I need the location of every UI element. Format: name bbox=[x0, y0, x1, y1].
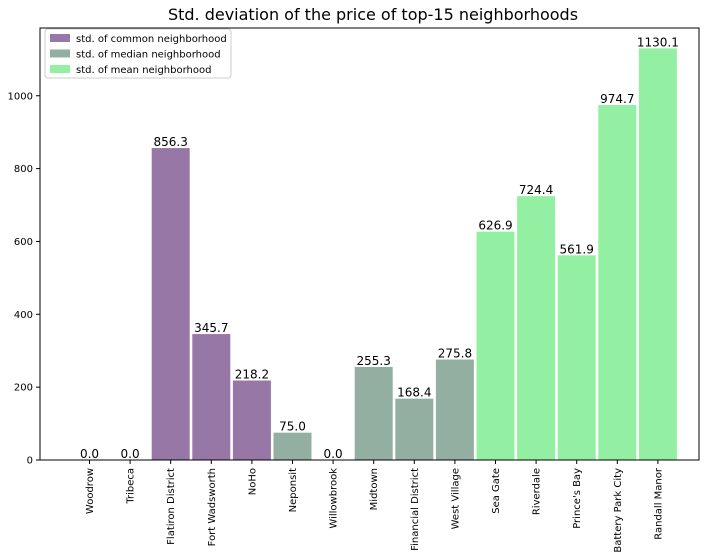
x-tick-label: Neponsit bbox=[288, 468, 299, 512]
bar-prince-s-bay bbox=[557, 255, 596, 460]
x-tick-label: Riverdale bbox=[532, 468, 543, 515]
data-label: 0.0 bbox=[121, 447, 140, 461]
legend-swatch bbox=[50, 34, 70, 42]
axes-frame bbox=[39, 27, 700, 461]
x-tick-label: NoHo bbox=[247, 468, 258, 495]
x-tick-label: Flatiron District bbox=[166, 468, 177, 545]
bar-riverdale bbox=[517, 196, 556, 460]
chart-title: Std. deviation of the price of top-15 ne… bbox=[168, 5, 578, 24]
y-tick-label: 400 bbox=[14, 310, 33, 321]
y-tick-label: 200 bbox=[14, 383, 33, 394]
data-label: 856.3 bbox=[154, 135, 188, 149]
x-tick-label: Prince's Bay bbox=[572, 468, 583, 529]
y-tick-label: 0 bbox=[27, 456, 33, 467]
data-label: 626.9 bbox=[478, 219, 512, 233]
legend: std. of common neighborhood std. of media… bbox=[44, 28, 232, 79]
bar-neponsit bbox=[273, 432, 312, 460]
plot-area: 0.0 0.0 856.3 345.7 218.2 75.0 0.0 255.3 168.4 27… bbox=[8, 27, 700, 553]
data-label: 218.2 bbox=[235, 368, 269, 382]
x-tick-label: Tribeca bbox=[126, 468, 137, 505]
x-tick-label: Fort Wadsworth bbox=[207, 468, 218, 546]
x-tick-label: Woodrow bbox=[85, 468, 96, 514]
bar-midtown bbox=[354, 367, 393, 460]
legend-label: std. of common neighborhood bbox=[76, 34, 227, 45]
data-label: 974.7 bbox=[600, 92, 634, 106]
x-tick-label: Battery Park City bbox=[613, 468, 624, 553]
legend-box bbox=[44, 28, 232, 79]
data-label: 255.3 bbox=[357, 354, 391, 368]
data-label: 275.8 bbox=[438, 347, 472, 361]
x-tick-label: Sea Gate bbox=[491, 468, 502, 514]
bar-financial-district bbox=[395, 398, 434, 460]
data-label: 561.9 bbox=[560, 242, 594, 256]
data-label: 1130.1 bbox=[637, 35, 679, 49]
data-label: 724.4 bbox=[519, 183, 553, 197]
bar-fort-wadsworth bbox=[192, 334, 231, 460]
legend-label: std. of mean neighborhood bbox=[76, 65, 211, 76]
data-label: 345.7 bbox=[194, 321, 228, 335]
data-label: 168.4 bbox=[397, 386, 431, 400]
bar-sea-gate bbox=[476, 231, 515, 460]
bar-noho bbox=[232, 380, 271, 460]
x-tick-label: Financial District bbox=[410, 468, 421, 551]
data-label: 0.0 bbox=[324, 447, 343, 461]
y-tick-label: 800 bbox=[14, 164, 33, 175]
legend-swatch bbox=[50, 49, 70, 58]
x-tick-label: Randall Manor bbox=[653, 467, 664, 540]
x-tick-label: Willowbrook bbox=[329, 468, 340, 529]
legend-swatch bbox=[50, 65, 70, 73]
bar-flatiron-district bbox=[151, 148, 190, 460]
bar-battery-park-city bbox=[598, 104, 637, 460]
y-tick-label: 600 bbox=[14, 237, 33, 248]
legend-label: std. of median neighborhood bbox=[76, 50, 221, 61]
bar-randall-manor bbox=[638, 48, 677, 461]
x-tick-label: Midtown bbox=[369, 468, 380, 510]
data-label: 0.0 bbox=[80, 447, 99, 461]
x-tick-label: West Village bbox=[450, 468, 461, 529]
y-tick-label: 1000 bbox=[8, 91, 33, 102]
data-label: 75.0 bbox=[279, 420, 306, 434]
bar-west-village bbox=[435, 359, 474, 460]
